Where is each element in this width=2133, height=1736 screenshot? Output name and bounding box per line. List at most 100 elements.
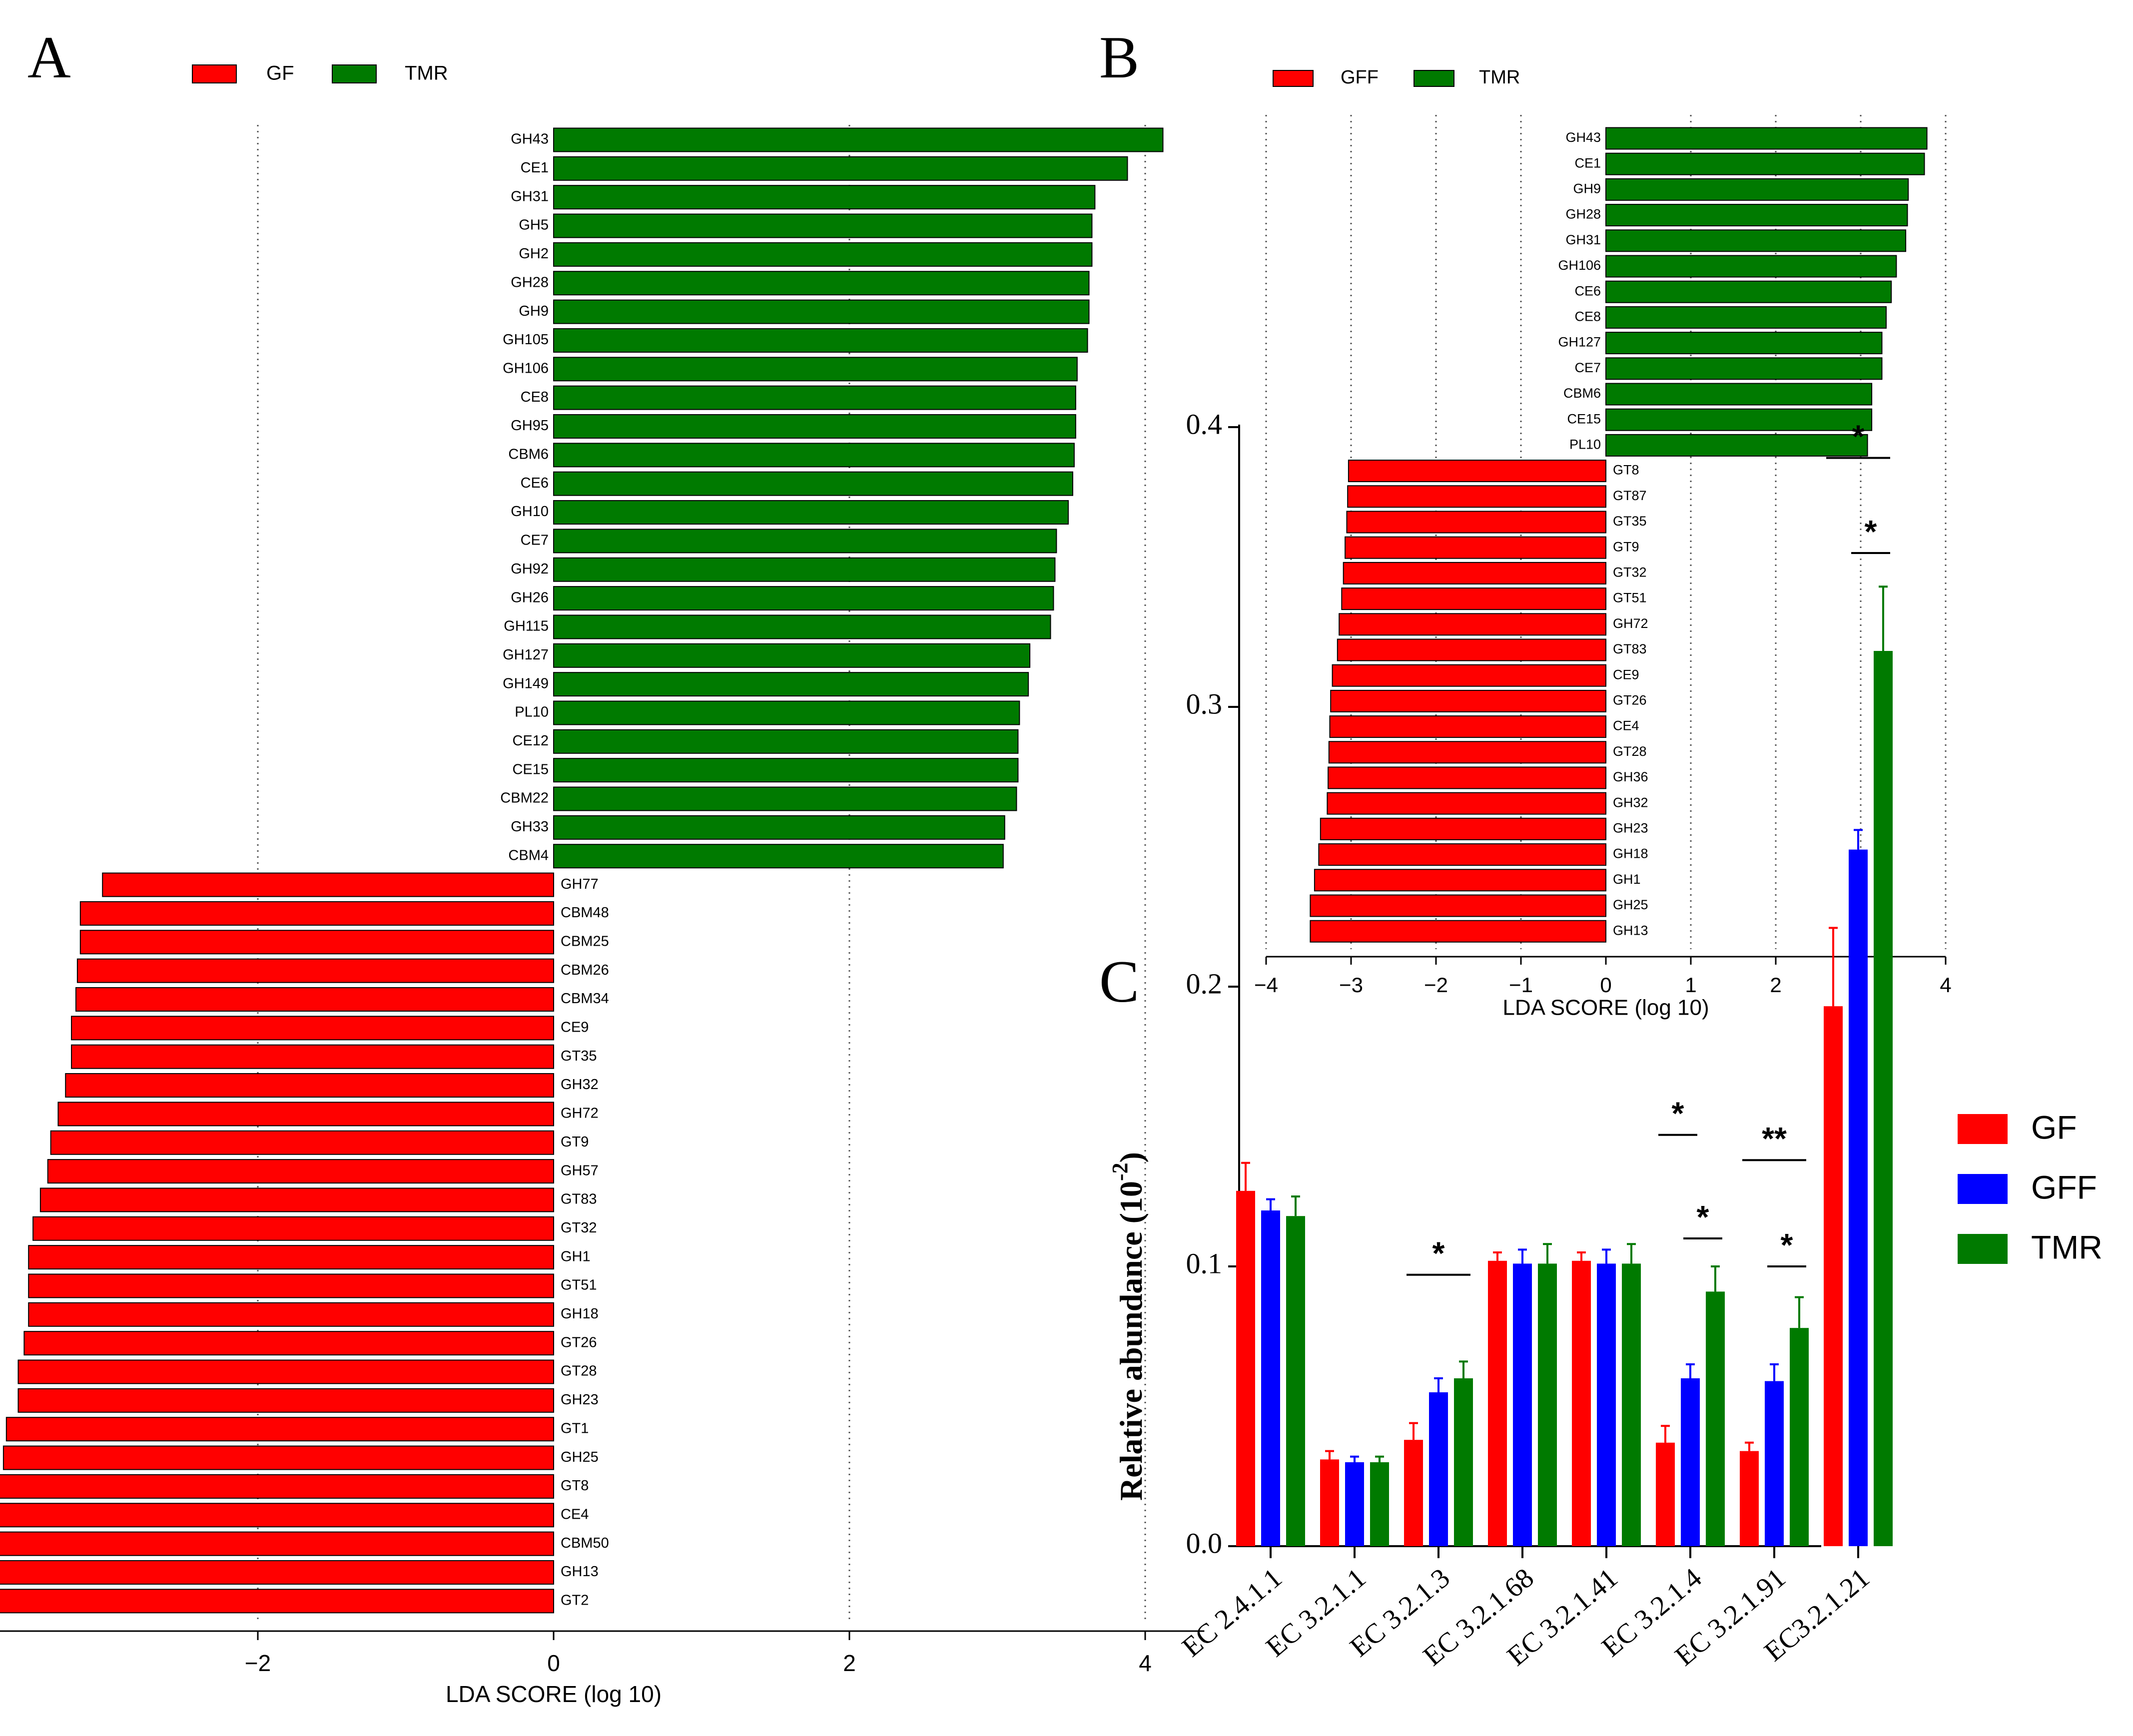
bar-b-gh36: [1328, 766, 1607, 789]
bar-c-0-tmr: [1286, 1216, 1305, 1546]
bar-label-a-gh149: GH149: [503, 675, 549, 691]
bar-b-gh9: [1605, 178, 1909, 201]
bar-label-a-gh43: GH43: [511, 131, 549, 147]
bar-label-a-ce12: CE12: [512, 733, 549, 749]
y-axis-label-c: Relative abundance (10-2): [1108, 1152, 1149, 1501]
bar-b-ce9: [1332, 664, 1607, 687]
bar-label-b-gh13: GH13: [1613, 923, 1648, 938]
bar-a-gt1: [5, 1417, 554, 1442]
bar-label-a-gh28: GH28: [511, 274, 549, 290]
bar-a-cbm34: [75, 987, 555, 1012]
sig-label-c-6: *: [1865, 514, 1877, 550]
bar-label-a-cbm48: CBM48: [561, 905, 609, 921]
bar-a-ce1: [553, 156, 1128, 181]
bar-b-gt83: [1337, 638, 1607, 661]
panel-label-a: A: [27, 24, 71, 90]
bar-a-cbm48: [79, 901, 555, 926]
bar-c-1-gff: [1345, 1462, 1364, 1546]
bar-label-b-cbm6: CBM6: [1563, 386, 1601, 401]
bar-c-0-gff: [1261, 1210, 1280, 1546]
bar-label-a-gt1: GT1: [561, 1420, 589, 1436]
bar-label-a-cbm26: CBM26: [561, 962, 609, 978]
bar-a-ce9: [71, 1016, 555, 1041]
bar-c-1-gf: [1320, 1459, 1339, 1546]
bar-label-b-gt87: GT87: [1613, 488, 1647, 503]
bar-a-ce15: [553, 758, 1019, 783]
bar-b-gh72: [1339, 613, 1606, 636]
bar-a-ce12: [553, 729, 1019, 754]
bar-label-b-gt32: GT32: [1613, 565, 1647, 580]
bar-a-gh72: [57, 1102, 554, 1127]
bar-c-4-gff: [1597, 1263, 1616, 1546]
bar-b-gt32: [1343, 562, 1606, 584]
bar-label-b-gh36: GH36: [1613, 769, 1648, 784]
bar-a-gh106: [553, 357, 1078, 382]
legend-label-gf: GF: [266, 62, 294, 84]
bar-a-cbm50: [0, 1531, 555, 1556]
bar-b-gh28: [1605, 204, 1908, 227]
bar-label-b-ce7: CE7: [1574, 360, 1601, 375]
bar-label-a-gh115: GH115: [504, 618, 549, 634]
bar-b-gt9: [1345, 536, 1607, 559]
legend-swatch-gf: [192, 64, 237, 83]
legend-label-tmr: TMR: [405, 62, 448, 84]
bar-a-gh149: [553, 672, 1029, 697]
bar-label-a-gh105: GH105: [503, 332, 549, 348]
sig-label-c-4: *: [1781, 1227, 1793, 1263]
bar-label-b-gh127: GH127: [1558, 335, 1601, 350]
bar-label-b-pl10: PL10: [1569, 437, 1601, 452]
bar-a-cbm4: [553, 844, 1004, 869]
bar-b-gt35: [1346, 511, 1606, 534]
bar-label-a-gh1: GH1: [561, 1248, 591, 1264]
bar-b-cbm6: [1605, 383, 1873, 406]
bar-label-a-ce7: CE7: [521, 533, 549, 549]
bar-b-gh106: [1605, 255, 1897, 278]
bar-label-a-gh10: GH10: [511, 504, 549, 520]
panel-label-c: C: [1099, 948, 1140, 1015]
bar-a-gh77: [102, 872, 554, 897]
bar-a-gh127: [553, 643, 1031, 668]
bar-label-a-gt9: GT9: [561, 1134, 589, 1150]
bar-a-gt83: [39, 1187, 554, 1212]
bar-a-gh32: [65, 1073, 554, 1098]
bar-a-gh10: [553, 500, 1069, 525]
bar-c-2-tmr: [1454, 1378, 1473, 1546]
bar-a-gh25: [2, 1445, 554, 1470]
bar-label-a-gt32: GT32: [561, 1220, 597, 1236]
bar-label-a-gt8: GT8: [561, 1478, 589, 1494]
bar-a-ce6: [553, 471, 1073, 496]
bar-a-gt35: [71, 1044, 555, 1069]
x-tick-label-b-6: 2: [1770, 973, 1781, 997]
bar-a-ce4: [0, 1503, 555, 1528]
bar-label-a-gh77: GH77: [561, 876, 599, 892]
bar-label-a-gh72: GH72: [561, 1106, 599, 1122]
bar-b-ce7: [1605, 357, 1883, 380]
bar-label-a-gt2: GT2: [561, 1593, 589, 1609]
x-axis-label-b: LDA SCORE (log 10): [1502, 996, 1709, 1020]
bar-label-a-gh33: GH33: [511, 819, 549, 835]
bar-label-b-ce15: CE15: [1567, 411, 1601, 426]
bar-label-b-ce1: CE1: [1574, 155, 1601, 170]
bar-c-1-tmr: [1370, 1462, 1389, 1546]
bar-c-2-gf: [1404, 1440, 1423, 1546]
y-tick-label-c-4: 0.4: [1186, 408, 1223, 440]
bar-b-ce15: [1605, 408, 1873, 431]
bar-label-a-gt26: GT26: [561, 1334, 597, 1350]
x-tick-label-b-2: −2: [1424, 973, 1448, 997]
bar-c-6-tmr: [1790, 1328, 1809, 1546]
bar-a-gh31: [553, 185, 1096, 210]
bar-b-gt8: [1348, 460, 1606, 483]
bar-b-gt26: [1330, 689, 1606, 712]
bar-label-a-gh31: GH31: [511, 188, 549, 204]
x-tick-label-a-2: 0: [547, 1650, 560, 1676]
bar-b-gh43: [1605, 127, 1928, 150]
bar-label-b-gh18: GH18: [1613, 846, 1648, 861]
bar-label-a-ce6: CE6: [521, 475, 549, 491]
bar-a-gh43: [553, 127, 1164, 152]
legend-swatch-c-gf: [1958, 1114, 2008, 1144]
bar-b-gh18: [1318, 843, 1606, 866]
bar-label-b-gt26: GT26: [1613, 693, 1647, 708]
bar-a-ce7: [553, 529, 1057, 554]
